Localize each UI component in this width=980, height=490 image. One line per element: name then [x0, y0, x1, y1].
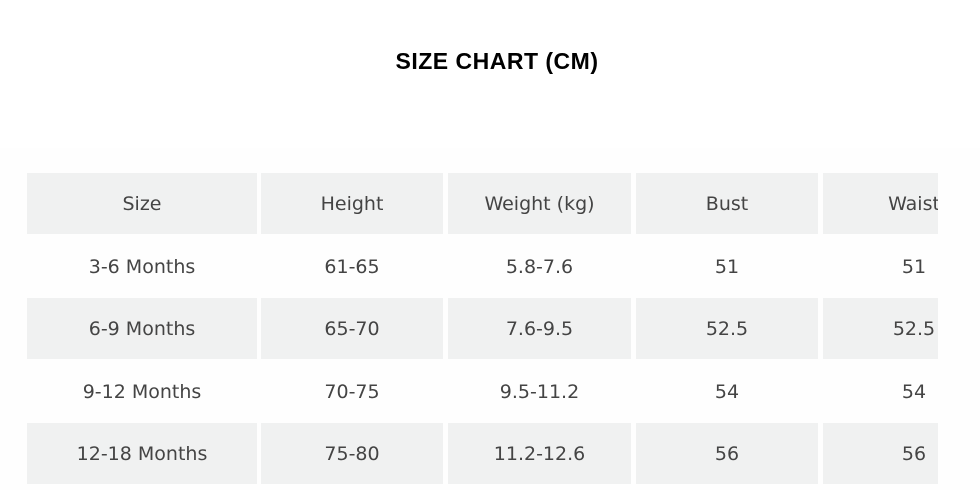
table-cell: 6-9 Months — [27, 298, 257, 360]
table-cell: 5.8-7.6 — [505, 256, 574, 279]
table-cell: 54 — [714, 381, 740, 404]
table-cell: 9-12 Months — [82, 381, 202, 404]
table-cell: 52.5 — [823, 298, 938, 360]
table-cell: 61-65 — [324, 256, 380, 279]
table-row: 3-6 Months 61-65 5.8-7.6 51 51 — [27, 236, 938, 299]
table-cell: 51 — [714, 256, 740, 279]
table-cell: 65-70 — [261, 298, 443, 360]
table-cell: 52.5 — [636, 298, 818, 360]
header-cell: Height — [261, 173, 443, 234]
size-table: Size Height Weight (kg) Bust Waist 3-6 Months… — [27, 173, 938, 490]
header-cell: Weight (kg) — [448, 173, 631, 234]
table-header-row: Size Height Weight (kg) Bust Waist — [27, 173, 938, 236]
page-title: SIZE CHART (CM) — [395, 48, 599, 74]
table-cell: 7.6-9.5 — [448, 298, 631, 360]
table-cell: 9.5-11.2 — [499, 381, 580, 404]
header-cell: Bust — [636, 173, 818, 234]
table-cell: 56 — [636, 423, 818, 485]
table-row: 6-9 Months 65-70 7.6-9.5 52.5 52.5 — [27, 298, 938, 361]
table-cell: 3-6 Months — [88, 256, 196, 279]
table-cell: 12-18 Months — [27, 423, 257, 485]
header-cell: Waist — [823, 173, 938, 234]
table-cell: 70-75 — [324, 381, 380, 404]
table-row: 9-12 Months 70-75 9.5-11.2 54 54 — [27, 361, 938, 424]
table-cell: 56 — [823, 423, 938, 485]
table-cell: 11.2-12.6 — [448, 423, 631, 485]
table-row: 12-18 Months 75-80 11.2-12.6 56 56 — [27, 423, 938, 486]
header-cell: Size — [27, 173, 257, 234]
table-cell: 51 — [901, 256, 927, 279]
table-cell: 75-80 — [261, 423, 443, 485]
table-cell: 54 — [901, 381, 927, 404]
